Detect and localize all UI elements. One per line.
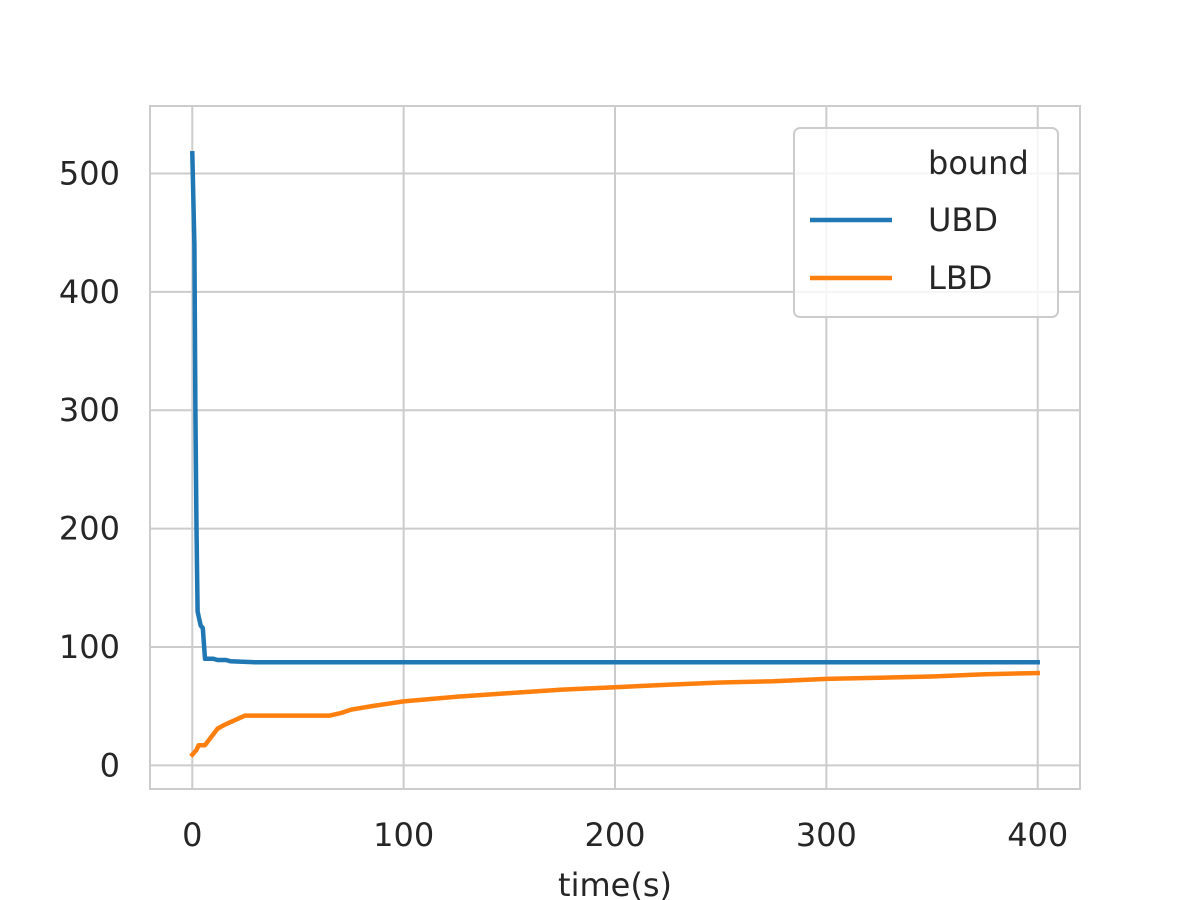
x-tick-label: 100: [373, 816, 434, 854]
legend: bound UBD LBD: [793, 127, 1059, 318]
x-tick-label: 300: [796, 816, 857, 854]
y-tick-label: 200: [59, 510, 120, 548]
y-tick-label: 100: [59, 628, 120, 666]
series-line-lbd: [189, 670, 1041, 758]
plot-frame: [149, 105, 1081, 790]
x-tick-label: 0: [182, 816, 202, 854]
legend-title: bound: [928, 144, 1029, 182]
y-tick-label: 400: [59, 273, 120, 311]
series-layer: [189, 150, 1041, 758]
series-line-ubd: [189, 150, 1040, 665]
y-tick-label: 500: [59, 154, 120, 192]
legend-label-lbd: LBD: [928, 259, 992, 297]
legend-box: [793, 127, 1059, 318]
tick-labels: 0 100 200 300 400 0 100 200 300 400 500: [59, 154, 1068, 854]
y-tick-label: 0: [100, 746, 120, 784]
legend-label-ubd: UBD: [928, 201, 998, 239]
y-tick-label: 300: [59, 391, 120, 429]
legend-entries: UBD LBD: [810, 201, 998, 297]
x-tick-label: 200: [584, 816, 645, 854]
x-axis-label: time(s): [558, 866, 672, 900]
x-tick-label: 400: [1007, 816, 1068, 854]
